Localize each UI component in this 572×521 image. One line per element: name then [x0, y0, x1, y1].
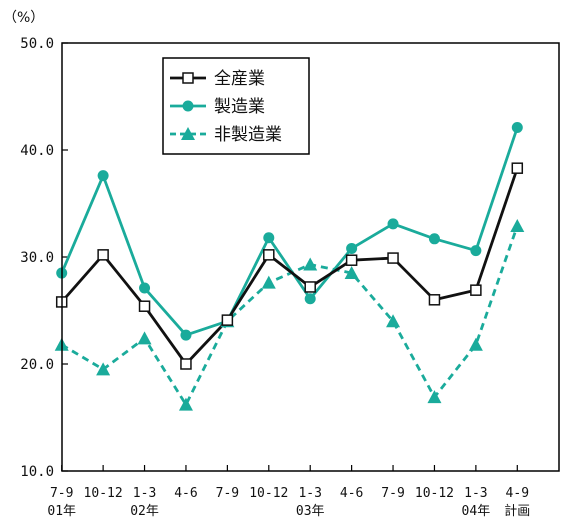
x-tick-label: 4-6	[174, 486, 197, 501]
data-point-nonmfg	[137, 331, 152, 345]
data-point-nonmfg	[510, 218, 525, 232]
y-tick-label: 50.0	[20, 36, 54, 52]
x-tick-label: 7-9	[50, 486, 73, 501]
data-point-all	[138, 300, 151, 312]
data-point-all	[470, 284, 482, 296]
x-tick-label: 7-9	[216, 486, 239, 501]
data-point-all	[221, 314, 234, 326]
x-tick-label: 7-9	[381, 486, 404, 501]
data-point-mfg	[387, 218, 399, 230]
x-year-label: 01年	[47, 504, 76, 519]
y-tick-label: 10.0	[20, 464, 54, 480]
x-year-label: 計画	[504, 503, 530, 519]
data-point-all	[180, 358, 192, 370]
plot-frame	[61, 42, 560, 472]
x-tick-label: 1-3	[133, 486, 156, 501]
data-point-mfg	[428, 233, 440, 245]
data-point-all	[428, 294, 441, 306]
x-tick-label: 1-3	[298, 486, 321, 501]
data-point-mfg	[97, 170, 109, 182]
data-point-all	[511, 162, 524, 174]
series-line-mfg	[60, 127, 519, 337]
series-markers	[54, 122, 525, 411]
data-point-all	[345, 254, 358, 266]
y-tick-label: 20.0	[20, 357, 54, 373]
data-point-all	[263, 249, 275, 261]
data-point-nonmfg	[96, 362, 111, 376]
data-point-mfg	[139, 282, 151, 294]
x-year-label: 03年	[296, 504, 325, 519]
data-point-mfg	[304, 293, 316, 305]
data-point-all	[387, 252, 399, 264]
data-point-all	[304, 281, 316, 293]
legend-label: 全産業	[214, 69, 265, 89]
x-tick-label: 4-9	[506, 486, 529, 501]
y-axis-unit: （%）	[3, 10, 44, 26]
y-tick-label: 40.0	[20, 143, 54, 159]
data-point-mfg	[180, 329, 192, 341]
legend-swatch-marker	[182, 100, 194, 112]
legend-label: 非製造業	[214, 125, 282, 145]
x-tick-label: 10-12	[84, 486, 123, 501]
data-point-mfg	[346, 242, 358, 254]
series-line-nonmfg	[60, 225, 519, 407]
x-tick-label: 10-12	[249, 486, 288, 501]
legend-label: 製造業	[214, 97, 265, 117]
y-ticks: 10.0 20.0 30.0 40.0 50.0	[20, 36, 68, 480]
data-point-nonmfg	[468, 337, 483, 351]
x-ticks: 7-9 01年 10-12 1-3 02年 4-6 7-9 10-12 1-3 03年 4-6 7-9…	[47, 465, 530, 519]
x-year-label: 04年	[462, 504, 491, 519]
data-point-nonmfg	[178, 397, 193, 411]
legend-swatch-marker	[182, 72, 194, 84]
x-year-label: 02年	[130, 504, 159, 519]
data-point-mfg	[470, 245, 482, 257]
data-point-nonmfg	[261, 275, 276, 289]
legend-swatch-marker	[181, 127, 195, 140]
x-tick-label: 4-6	[340, 486, 363, 501]
data-point-mfg	[511, 122, 523, 134]
x-tick-label: 10-12	[415, 486, 454, 501]
y-tick-label: 30.0	[20, 250, 54, 266]
data-point-all	[97, 249, 109, 261]
data-point-nonmfg	[386, 314, 401, 328]
x-tick-label: 1-3	[464, 486, 487, 501]
series-lines	[60, 127, 519, 407]
data-point-nonmfg	[303, 257, 318, 271]
data-point-mfg	[263, 232, 275, 244]
series-line-all	[60, 167, 519, 366]
data-point-nonmfg	[344, 266, 359, 280]
data-point-nonmfg	[427, 390, 442, 404]
